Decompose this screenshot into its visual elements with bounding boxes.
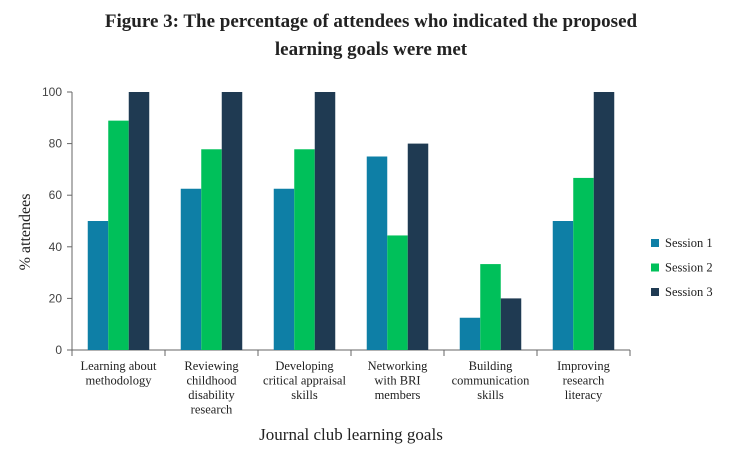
y-axis-label: % attendees <box>17 194 34 271</box>
chart-title-line-2: learning goals were met <box>274 39 468 60</box>
x-category-label: Developing <box>275 359 334 373</box>
bar-session-3 <box>407 143 429 350</box>
bar-session-3 <box>221 92 243 350</box>
x-category-label: Reviewing <box>184 359 239 373</box>
y-tick-label: 80 <box>49 137 63 151</box>
x-category-label: with BRI <box>374 374 420 388</box>
x-category-label: Improving <box>557 359 611 373</box>
chart-title-line-1: Figure 3: The percentage of attendees wh… <box>104 11 638 32</box>
bar-session-1 <box>273 188 295 350</box>
bar-session-2 <box>108 120 129 350</box>
bar-session-1 <box>180 188 202 350</box>
x-category-label: members <box>375 388 421 402</box>
legend-swatch <box>651 239 659 247</box>
bar-session-2 <box>573 177 594 350</box>
bar-session-1 <box>459 317 481 350</box>
x-category-label: literacy <box>565 388 603 402</box>
y-tick-label: 20 <box>49 291 63 305</box>
x-category-label: disability <box>188 388 235 402</box>
bar-session-3 <box>128 92 150 350</box>
bar-session-1 <box>366 156 388 350</box>
x-category-label: research <box>191 403 233 417</box>
legend-swatch <box>651 263 659 272</box>
x-category-label: skills <box>291 388 318 402</box>
x-category-label: methodology <box>86 374 153 388</box>
bar-session-3 <box>500 298 522 350</box>
bar-session-2 <box>387 235 408 350</box>
bar-session-1 <box>87 221 109 350</box>
y-tick-label: 60 <box>49 188 63 202</box>
legend-label: Session 3 <box>665 285 713 299</box>
bar-session-2 <box>294 149 315 350</box>
x-category-label: Networking <box>368 359 428 373</box>
x-axis-label: Journal club learning goals <box>259 425 443 444</box>
bar-session-3 <box>314 92 336 350</box>
y-tick-label: 40 <box>49 240 63 254</box>
bar-session-2 <box>480 264 501 350</box>
legend-label: Session 1 <box>665 236 713 250</box>
x-category-label: Learning about <box>80 359 157 373</box>
legend-swatch <box>651 288 659 296</box>
bar-session-1 <box>552 221 574 350</box>
x-category-label: childhood <box>187 374 238 388</box>
x-category-label: communication <box>452 374 531 388</box>
x-category-label: skills <box>477 388 504 402</box>
legend: Session 1 Session 2 Session 3 <box>651 236 713 299</box>
x-category-label: research <box>563 374 605 388</box>
y-tick-label: 100 <box>42 85 62 99</box>
y-tick-label: 0 <box>55 343 62 357</box>
x-category-label: critical appraisal <box>263 374 346 388</box>
chart-title: Figure 3: The percentage of attendees wh… <box>0 8 742 64</box>
bar-session-2 <box>201 149 222 350</box>
x-category-label: Building <box>469 359 514 373</box>
bar-session-3 <box>593 92 615 350</box>
legend-label: Session 2 <box>665 261 713 275</box>
